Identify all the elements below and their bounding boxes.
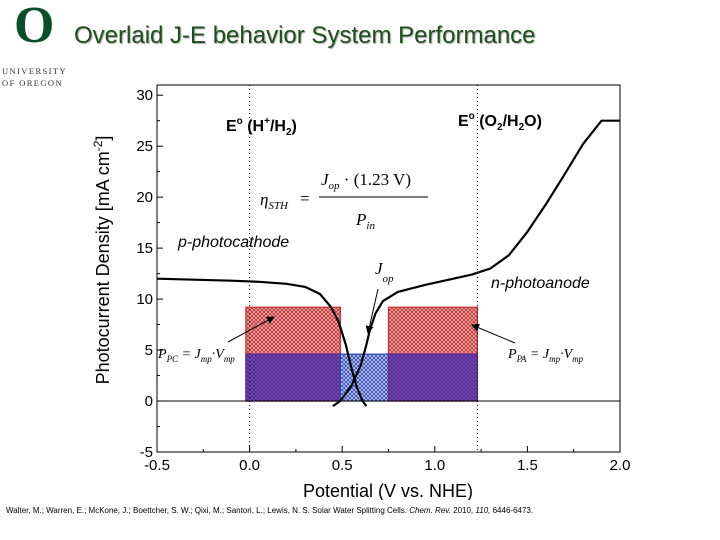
jop-arrow (365, 288, 379, 334)
logo-text-oregon: OF OREGON (2, 78, 64, 86)
curve-n-photoanode (332, 119, 620, 408)
ppc-arrow (227, 316, 275, 343)
svg-text:Pin: Pin (355, 210, 375, 232)
university-logo: O UNIVERSITY OF OREGON (2, 0, 74, 88)
y-tick-label: 10 (136, 291, 153, 308)
x-tick-label: 1.5 (517, 457, 538, 474)
x-tick-label: 1.0 (424, 457, 445, 474)
label-p-photocathode: p-photocathode (177, 234, 289, 251)
svg-text:ηSTH: ηSTH (260, 190, 289, 212)
label-ppc: PPC = Jmp·Vmp (157, 347, 235, 364)
power-rect-1 (245, 353, 341, 402)
citation-volume: 110, (475, 506, 491, 515)
slide-title: Overlaid J-E behavior System Performance (74, 22, 536, 49)
y-tick-label: 20 (136, 189, 153, 206)
x-tick-label: 2.0 (610, 457, 631, 474)
citation-year: 2010, (453, 506, 474, 515)
logo-o-mark: O (14, 0, 55, 54)
citation-authors: Walter, M.; Warren, E.; McKone, J.; Boet… (6, 506, 408, 515)
svg-text:Jop · (1.23 V): Jop · (1.23 V) (321, 170, 411, 192)
x-tick-label: 0.5 (332, 457, 353, 474)
y-tick-label: -5 (140, 444, 153, 461)
y-tick-label: 5 (145, 342, 153, 359)
y-tick-label: 0 (145, 393, 153, 410)
label-jop: Jop (375, 259, 394, 285)
efficiency-formula: ηSTH = Jop · (1.23 V) Pin (260, 170, 428, 232)
y-tick-label: 15 (136, 240, 153, 257)
citation-journal: Chem. Rev. (409, 506, 451, 515)
citation: Walter, M.; Warren, E.; McKone, J.; Boet… (6, 506, 533, 515)
y-tick-label: 30 (136, 87, 153, 104)
curves (156, 119, 620, 408)
ref-label-o2: Eo (O2/H2O) (458, 111, 542, 133)
power-rect-2 (339, 353, 390, 402)
power-rect-4 (387, 353, 478, 402)
x-tick-label: -0.5 (144, 457, 170, 474)
power-rectangles (245, 306, 478, 402)
y-tick-label: 25 (136, 138, 153, 155)
ppa-arrow (471, 324, 516, 344)
jv-chart: -0.5 0.0 0.5 1.0 1.5 2.0 -5 0 5 10 15 20 25 30 Poten… (91, 84, 630, 500)
ref-label-h2: Eo (H+/H2) (226, 116, 297, 138)
x-axis-title: Potential (V vs. NHE) (303, 481, 473, 500)
logo-text-university: UNIVERSITY (2, 66, 67, 76)
y-axis-ticks: -5 0 5 10 15 20 25 30 (136, 87, 163, 461)
x-tick-label: 0.0 (239, 457, 260, 474)
label-n-photoanode: n-photoanode (491, 275, 590, 292)
y-axis-title: Photocurrent Density [mA cm-2] (91, 136, 113, 385)
curve-p-photocathode (156, 277, 368, 407)
svg-text:=: = (300, 189, 310, 208)
label-ppa: PPA = Jmp·Vmp (507, 347, 584, 364)
citation-pages: 6446-6473. (492, 506, 534, 515)
x-axis-ticks: -0.5 0.0 0.5 1.0 1.5 2.0 (144, 446, 630, 474)
